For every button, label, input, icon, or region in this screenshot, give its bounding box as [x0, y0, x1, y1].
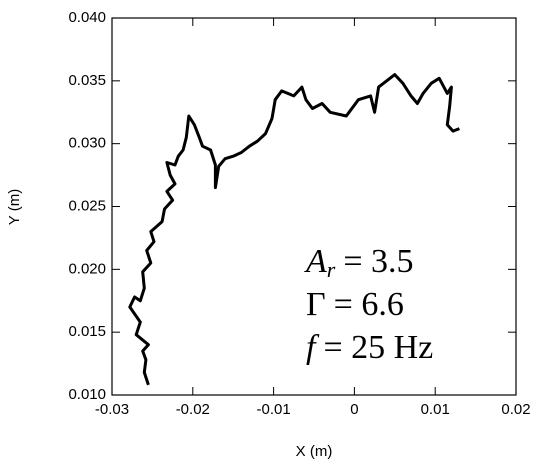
- x-axis-label: X (m): [296, 443, 333, 460]
- x-tick-label: 0.01: [421, 401, 450, 418]
- trajectory: [128, 73, 460, 386]
- annotation: Γ = 6.6: [306, 286, 404, 323]
- annotation-text: = 6.6: [334, 286, 404, 323]
- x-tick-label: -0.03: [95, 401, 129, 418]
- x-tick-label: 0: [350, 401, 358, 418]
- annotation-symbol: A: [304, 243, 327, 280]
- y-tick-label: 0.015: [68, 323, 106, 340]
- annotation-text: = 3.5: [343, 243, 413, 280]
- annotation-subscript: r: [327, 257, 336, 282]
- y-tick-label: 0.035: [68, 72, 106, 89]
- y-tick-label: 0.040: [68, 9, 106, 26]
- annotation-symbol: f: [306, 329, 320, 366]
- y-axis-label: Y (m): [6, 189, 23, 225]
- y-tick-label: 0.030: [68, 135, 106, 152]
- y-tick-label: 0.020: [68, 260, 106, 277]
- annotation: Ar = 3.5: [304, 243, 414, 282]
- x-tick-label: 0.02: [501, 401, 530, 418]
- y-tick-label: 0.025: [68, 197, 106, 214]
- plot-frame: [111, 17, 517, 396]
- x-tick-label: -0.02: [176, 401, 210, 418]
- annotation-text: = 25 Hz: [323, 329, 433, 366]
- x-tick-label: -0.01: [256, 401, 290, 418]
- annotation-symbol: Γ: [306, 286, 326, 323]
- annotation: f = 25 Hz: [306, 329, 433, 366]
- y-tick-label: 0.010: [68, 386, 106, 403]
